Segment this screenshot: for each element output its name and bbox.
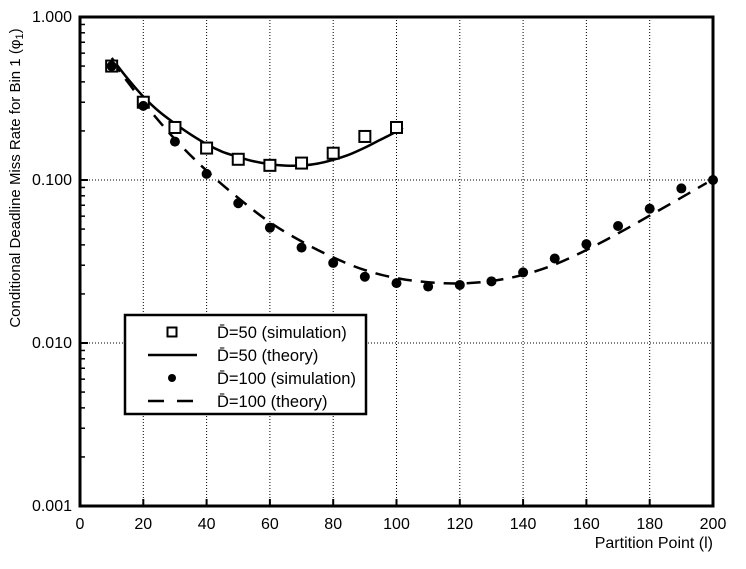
d100-sim-marker: [518, 267, 529, 278]
legend-open-square-marker: [166, 326, 178, 338]
x-axis-label: Partition Point (l): [595, 535, 713, 552]
d100-sim-marker: [296, 242, 307, 253]
x-tick-label: 180: [636, 516, 663, 533]
d50-sim-marker: [295, 156, 309, 170]
d100-sim-marker: [106, 61, 117, 72]
legend-label: D̄=100 (simulation): [217, 370, 356, 388]
legend-label: D̄=100 (theory): [217, 393, 328, 411]
y-tick-label: 0.100: [32, 172, 72, 189]
x-tick-label: 100: [383, 516, 410, 533]
d50-sim-marker: [263, 158, 277, 172]
y-tick-label: 0.010: [32, 335, 72, 352]
d100-sim-marker: [486, 276, 497, 287]
d100-sim-marker: [169, 136, 180, 147]
x-tick-label: 120: [446, 516, 473, 533]
d100-sim-marker: [581, 239, 592, 250]
d100-sim-marker: [644, 203, 655, 214]
legend-filled-circle-marker: [168, 374, 176, 382]
d100-sim-marker: [676, 183, 687, 194]
d50-sim-marker: [200, 141, 214, 155]
x-tick-label: 200: [700, 516, 727, 533]
x-tick-label: 0: [76, 516, 85, 533]
d50-theory-line: [110, 57, 404, 167]
d100-sim-marker: [201, 168, 212, 179]
x-tick-label: 80: [324, 516, 342, 533]
d100-sim-marker: [613, 221, 624, 232]
x-tick-label: 60: [261, 516, 279, 533]
x-tick-label: 20: [134, 516, 152, 533]
x-tick-label: 40: [198, 516, 216, 533]
d50-sim-marker: [358, 129, 372, 143]
y-axis-label: Conditional Deadline Miss Rate for Bin 1…: [7, 28, 26, 327]
d100-sim-marker: [138, 100, 149, 111]
d100-sim-marker: [423, 281, 434, 292]
d100-sim-marker: [359, 271, 370, 282]
d100-sim-marker: [454, 279, 465, 290]
d100-sim-marker: [264, 222, 275, 233]
d100-sim-marker: [328, 257, 339, 268]
legend-label: D̄=50 (theory): [217, 347, 318, 365]
x-tick-label: 140: [510, 516, 537, 533]
x-tick-label: 160: [573, 516, 600, 533]
legend-box: [123, 313, 368, 416]
d50-sim-marker: [390, 120, 403, 134]
y-tick-label: 0.001: [32, 498, 72, 515]
y-tick-label: 1.000: [32, 9, 72, 26]
d100-sim-marker: [391, 278, 402, 289]
d100-sim-marker: [549, 253, 560, 264]
d100-sim-marker: [233, 198, 244, 209]
d50-sim-marker: [168, 120, 182, 134]
legend-label: D̄=50 (simulation): [217, 324, 347, 342]
d50-sim-marker: [326, 146, 340, 160]
d50-sim-marker: [231, 152, 245, 166]
d100-sim-marker: [708, 175, 718, 185]
